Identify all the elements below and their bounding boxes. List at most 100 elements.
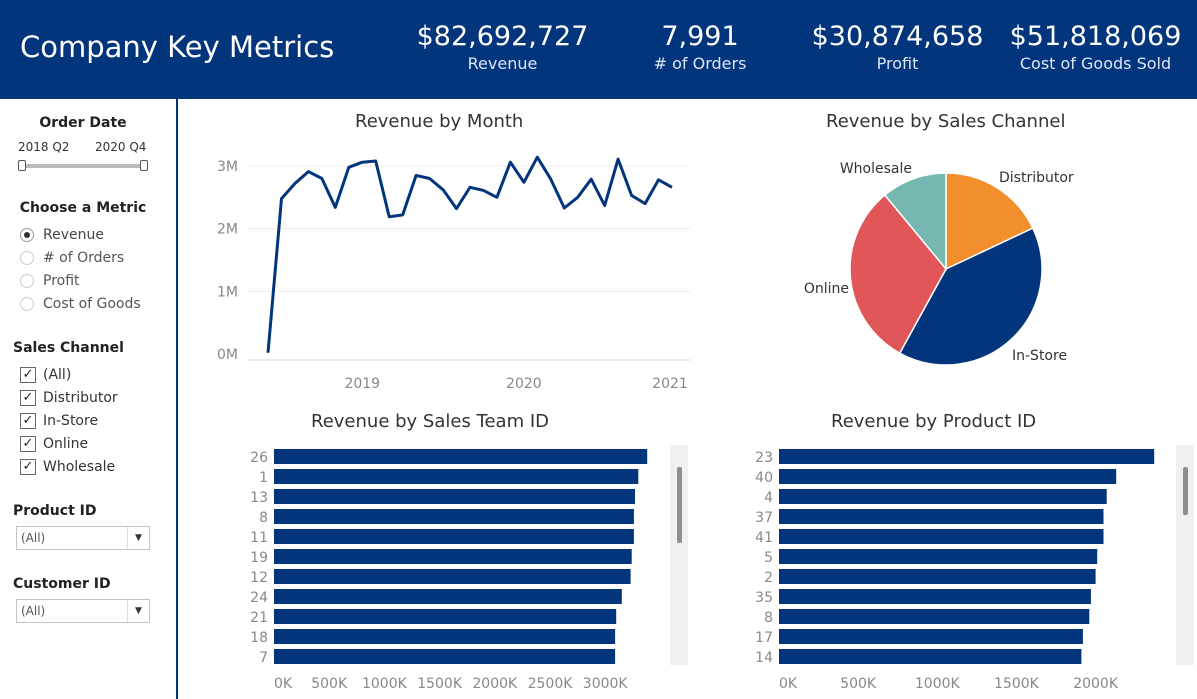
team-chart-scrollbar[interactable] — [670, 445, 688, 665]
bar — [274, 489, 635, 504]
channel-option-wholesale[interactable]: ✓ Wholesale — [20, 457, 115, 477]
x-tick-label: 500K — [840, 676, 877, 692]
revenue-by-channel-chart[interactable]: Distributor In-Store Online Wholesale — [760, 140, 1197, 390]
order-date-title: Order Date — [39, 115, 127, 131]
metric-option-label: Revenue — [43, 227, 104, 243]
scrollbar-thumb[interactable] — [1183, 467, 1188, 515]
radio-icon[interactable] — [20, 274, 34, 288]
product-id-dropdown[interactable]: (All) ▼ — [16, 526, 150, 550]
category-label: 8 — [764, 610, 773, 626]
bar — [779, 449, 1155, 464]
pie-slice-wholesale — [883, 172, 947, 272]
header-bar: Company Key Metrics $82,692,727 Revenue … — [0, 0, 1197, 99]
category-label: 7 — [259, 650, 268, 666]
revenue-by-month-chart[interactable]: 0M 1M 2M 3M 2019 2020 2021 — [180, 140, 700, 400]
channel-option-label: Online — [43, 436, 89, 452]
bar — [274, 609, 617, 624]
x-tick-label: 0K — [274, 676, 293, 692]
checkbox-icon[interactable]: ✓ — [20, 367, 36, 383]
pie-slice-online — [849, 193, 947, 355]
checkbox-icon[interactable]: ✓ — [20, 436, 36, 452]
date-slider-end-handle[interactable] — [140, 160, 148, 171]
bar — [274, 529, 634, 544]
category-label: 14 — [755, 650, 773, 666]
bar — [779, 529, 1104, 544]
bar — [779, 629, 1083, 644]
team-bar-chart-title: Revenue by Sales Team ID — [311, 411, 550, 432]
metric-option-label: Profit — [43, 273, 80, 289]
radio-icon[interactable] — [20, 251, 34, 265]
customer-id-dropdown[interactable]: (All) ▼ — [16, 599, 150, 623]
x-tick-label: 2000K — [472, 676, 518, 692]
date-range-slider[interactable] — [22, 164, 144, 168]
category-label: 11 — [250, 530, 268, 546]
y-tick-label: 0M — [217, 347, 238, 363]
radio-icon[interactable] — [20, 228, 34, 242]
metric-title: Choose a Metric — [19, 200, 147, 216]
chevron-down-icon[interactable]: ▼ — [127, 600, 149, 622]
x-tick-label: 2021 — [652, 376, 688, 392]
category-label: 4 — [764, 490, 773, 506]
category-label: 23 — [755, 450, 773, 466]
metric-option-cogs[interactable]: Cost of Goods — [20, 294, 141, 314]
date-range-start: 2018 Q2 — [18, 140, 70, 154]
category-label: 18 — [250, 630, 268, 646]
y-tick-label: 1M — [217, 284, 238, 300]
channel-option-distributor[interactable]: ✓ Distributor — [20, 388, 118, 408]
category-label: 37 — [755, 510, 773, 526]
pie-chart-title: Revenue by Sales Channel — [826, 111, 1066, 132]
revenue-by-team-chart[interactable]: 26 1 13 8 11 19 12 24 21 18 7 0K 500K 1000K 1500K 2000K… — [180, 440, 670, 699]
kpi-profit: $30,874,658 Profit — [810, 20, 985, 74]
channel-option-in-store[interactable]: ✓ In-Store — [20, 411, 98, 431]
bar — [779, 589, 1091, 604]
category-label: 2 — [764, 570, 773, 586]
pie-slice-distributor — [945, 172, 1034, 271]
category-label: 12 — [250, 570, 268, 586]
date-slider-start-handle[interactable] — [18, 160, 26, 171]
bar — [274, 589, 622, 604]
customer-id-value: (All) — [21, 604, 46, 618]
kpi-orders: 7,991 # of Orders — [630, 20, 770, 74]
metric-option-orders[interactable]: # of Orders — [20, 248, 124, 268]
metric-option-label: # of Orders — [43, 250, 125, 266]
channel-option-online[interactable]: ✓ Online — [20, 434, 88, 454]
channel-option-all[interactable]: ✓ (All) — [20, 365, 71, 385]
x-tick-label: 0K — [779, 676, 798, 692]
category-label: 21 — [250, 610, 268, 626]
category-label: 26 — [250, 450, 268, 466]
filter-sidebar: Order Date 2018 Q2 2020 Q4 Choose a Metr… — [0, 99, 178, 699]
x-tick-label: 1500K — [417, 676, 463, 692]
x-tick-label: 1500K — [994, 676, 1040, 692]
product-id-value: (All) — [21, 531, 46, 545]
sales-channel-title: Sales Channel — [13, 340, 124, 356]
revenue-by-product-chart[interactable]: 23 40 4 37 41 5 2 35 8 17 14 0K 500K 1000K 1500K 2000K — [700, 440, 1175, 699]
product-bar-chart-title: Revenue by Product ID — [831, 411, 1037, 432]
checkbox-icon[interactable]: ✓ — [20, 413, 36, 429]
product-chart-scrollbar[interactable] — [1176, 445, 1194, 665]
bar — [779, 649, 1082, 664]
kpi-profit-value: $30,874,658 — [811, 21, 984, 52]
kpi-revenue-label: Revenue — [467, 54, 538, 73]
checkbox-icon[interactable]: ✓ — [20, 390, 36, 406]
metric-option-revenue[interactable]: Revenue — [20, 225, 104, 245]
y-tick-label: 2M — [217, 222, 238, 238]
revenue-line-series — [266, 155, 673, 353]
category-label: 17 — [755, 630, 773, 646]
chevron-down-icon[interactable]: ▼ — [127, 527, 149, 549]
category-label: 40 — [755, 470, 773, 486]
kpi-cogs: $51,818,069 Cost of Goods Sold — [1008, 20, 1183, 74]
bar — [274, 509, 634, 524]
bar — [779, 509, 1104, 524]
channel-option-label: In-Store — [43, 413, 99, 429]
pie-label: Online — [804, 281, 849, 297]
channel-option-label: Distributor — [43, 390, 118, 406]
customer-id-title: Customer ID — [13, 576, 111, 592]
category-label: 41 — [755, 530, 773, 546]
checkbox-icon[interactable]: ✓ — [20, 459, 36, 475]
radio-icon[interactable] — [20, 297, 34, 311]
scrollbar-thumb[interactable] — [677, 467, 682, 543]
date-range-end: 2020 Q4 — [95, 140, 147, 154]
metric-option-profit[interactable]: Profit — [20, 271, 80, 291]
kpi-cogs-label: Cost of Goods Sold — [1019, 54, 1172, 73]
bar — [779, 469, 1117, 484]
